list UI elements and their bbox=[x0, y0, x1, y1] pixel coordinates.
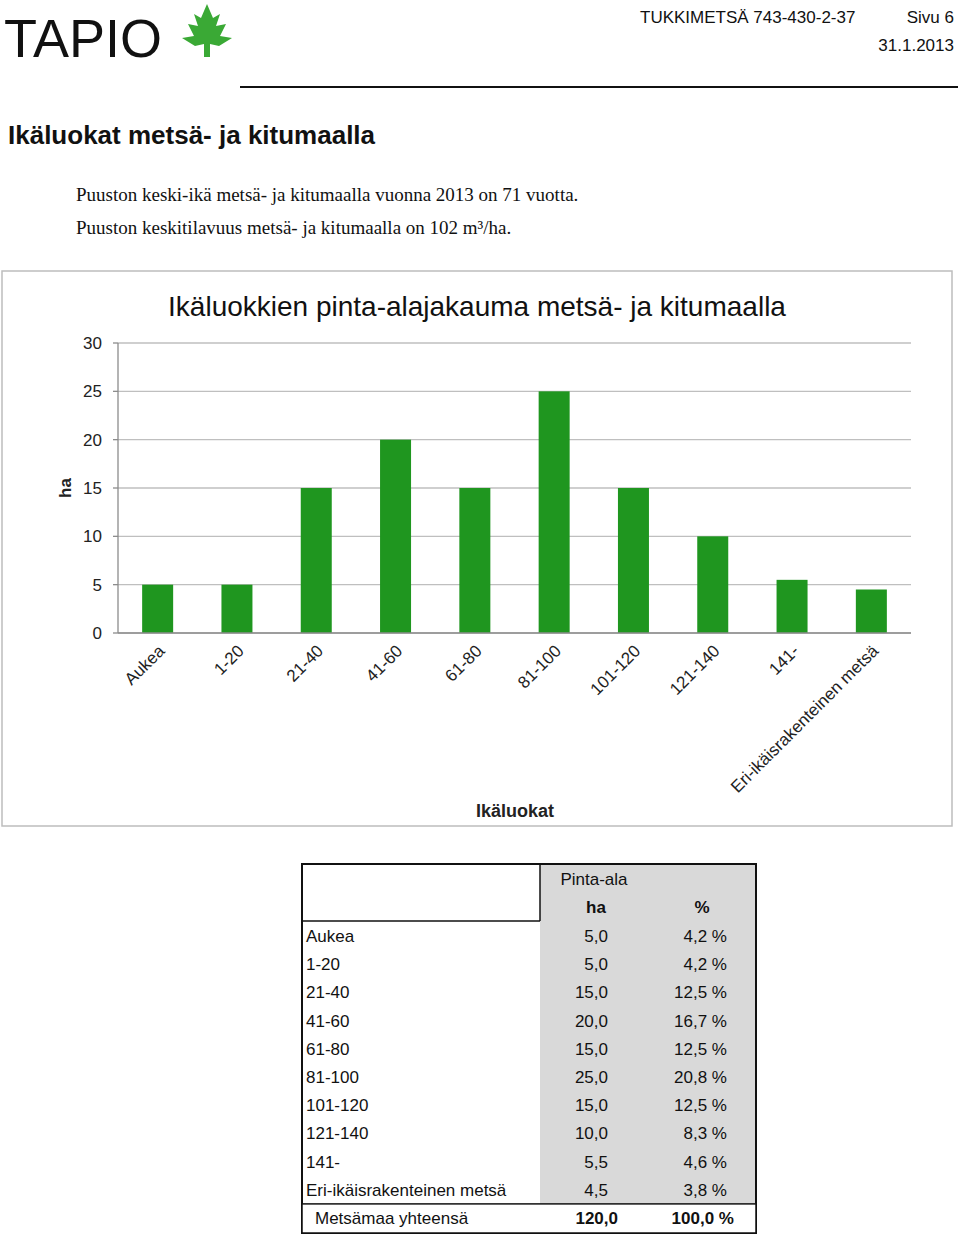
table-column-header: % bbox=[694, 898, 709, 917]
x-axis bbox=[118, 632, 911, 633]
y-tick-label: 25 bbox=[83, 382, 102, 401]
x-tick-label: 101-120 bbox=[587, 641, 645, 699]
y-tick bbox=[113, 487, 118, 488]
table-cell: 3,8 % bbox=[684, 1181, 727, 1200]
table-row-label: 81-100 bbox=[306, 1068, 359, 1087]
grid-line bbox=[118, 487, 911, 488]
y-tick bbox=[113, 584, 118, 585]
y-axis bbox=[117, 343, 118, 633]
bar bbox=[380, 440, 411, 633]
table-cell: 5,5 bbox=[584, 1153, 608, 1172]
x-tick-label: 81-100 bbox=[514, 641, 565, 692]
note: Puuston keski-ikä metsä- ja kitumaalla v… bbox=[76, 184, 578, 205]
table-cell: 12,5 % bbox=[674, 983, 727, 1002]
table-group-header: Pinta-ala bbox=[560, 870, 628, 889]
table-cell: 4,6 % bbox=[684, 1153, 727, 1172]
chart-frame bbox=[2, 271, 952, 826]
grid-line bbox=[118, 342, 911, 343]
header-rule bbox=[240, 86, 958, 88]
table-cell: 4,2 % bbox=[684, 955, 727, 974]
table-row-label: Aukea bbox=[306, 927, 355, 946]
x-tick-label: 141- bbox=[765, 641, 802, 678]
table-header-rule bbox=[302, 920, 540, 922]
x-tick-label: 41-60 bbox=[362, 641, 406, 685]
bar bbox=[618, 488, 649, 633]
x-tick-label: 121-140 bbox=[666, 641, 724, 699]
table-cell: 25,0 bbox=[575, 1068, 608, 1087]
page: TAPIO TUKKIMETSÄ 743-430-2-37 Sivu 6 31.1.2… bbox=[0, 0, 960, 1234]
table-total-cell: 120,0 bbox=[575, 1209, 618, 1228]
table-cell: 5,0 bbox=[584, 927, 608, 946]
bar bbox=[459, 488, 490, 633]
table-cell: 12,5 % bbox=[674, 1040, 727, 1059]
table-shade bbox=[540, 864, 756, 1204]
y-tick bbox=[113, 439, 118, 440]
y-tick bbox=[113, 342, 118, 343]
y-tick-label: 30 bbox=[83, 334, 102, 353]
table-total-label: Metsämaa yhteensä bbox=[315, 1209, 469, 1228]
y-tick-label: 10 bbox=[83, 527, 102, 546]
bar bbox=[142, 585, 173, 633]
y-axis-label: ha bbox=[56, 478, 75, 498]
y-tick-label: 15 bbox=[83, 479, 102, 498]
table-frame bbox=[302, 864, 756, 1233]
table-header-rule bbox=[539, 864, 541, 921]
y-tick bbox=[113, 632, 118, 633]
y-tick bbox=[113, 536, 118, 537]
table-row-label: Eri-ikäisrakenteinen metsä bbox=[306, 1181, 507, 1200]
y-tick-label: 5 bbox=[93, 576, 102, 595]
table-cell: 15,0 bbox=[575, 1040, 608, 1059]
grid-line bbox=[118, 391, 911, 392]
document-id: TUKKIMETSÄ 743-430-2-37 bbox=[640, 8, 855, 27]
table-row-label: 21-40 bbox=[306, 983, 349, 1002]
grid-line bbox=[118, 536, 911, 537]
table-cell: 4,2 % bbox=[684, 927, 727, 946]
grid-line bbox=[118, 632, 911, 633]
table-column-header: ha bbox=[586, 898, 606, 917]
x-tick-label: 21-40 bbox=[283, 641, 327, 685]
y-tick-label: 20 bbox=[83, 431, 102, 450]
table-row-label: 61-80 bbox=[306, 1040, 349, 1059]
bar bbox=[777, 580, 808, 633]
table-cell: 16,7 % bbox=[674, 1012, 727, 1031]
y-tick-label: 0 bbox=[93, 624, 102, 643]
table-cell: 8,3 % bbox=[684, 1124, 727, 1143]
bars bbox=[142, 391, 887, 633]
table-cell: 12,5 % bbox=[674, 1096, 727, 1115]
grid-line bbox=[118, 439, 911, 440]
table-total-box bbox=[302, 1204, 756, 1233]
y-tick bbox=[113, 391, 118, 392]
bar bbox=[697, 536, 728, 633]
logo-icon bbox=[182, 4, 232, 57]
table-cell: 15,0 bbox=[575, 1096, 608, 1115]
table-row-label: 41-60 bbox=[306, 1012, 349, 1031]
page-number: Sivu 6 bbox=[907, 8, 954, 27]
table-row-label: 141- bbox=[306, 1153, 340, 1172]
chart-title: Ikäluokkien pinta-alajakauma metsä- ja k… bbox=[168, 291, 786, 322]
bar bbox=[539, 391, 570, 633]
table-cell: 15,0 bbox=[575, 983, 608, 1002]
date: 31.1.2013 bbox=[878, 36, 954, 55]
x-tick-label: Eri-ikäisrakenteinen metsä bbox=[727, 641, 882, 796]
table-row-label: 1-20 bbox=[306, 955, 340, 974]
x-tick-label: 1-20 bbox=[210, 641, 247, 678]
table-row-label: 121-140 bbox=[306, 1124, 368, 1143]
note: Puuston keskitilavuus metsä- ja kitumaal… bbox=[76, 217, 511, 238]
table-cell: 20,8 % bbox=[674, 1068, 727, 1087]
table-cell: 5,0 bbox=[584, 955, 608, 974]
logo-tree bbox=[182, 4, 232, 57]
table-cell: 10,0 bbox=[575, 1124, 608, 1143]
logo-text: TAPIO bbox=[4, 8, 162, 68]
table-cell: 20,0 bbox=[575, 1012, 608, 1031]
bar bbox=[856, 590, 887, 634]
x-tick-label: Aukea bbox=[121, 641, 169, 689]
table-total-cell: 100,0 % bbox=[672, 1209, 734, 1228]
table-row-label: 101-120 bbox=[306, 1096, 368, 1115]
x-axis-label: Ikäluokat bbox=[476, 801, 554, 821]
table-cell: 4,5 bbox=[584, 1181, 608, 1200]
bar bbox=[221, 585, 252, 633]
bar bbox=[301, 488, 332, 633]
x-tick-label: 61-80 bbox=[441, 641, 485, 685]
heading: Ikäluokat metsä- ja kitumaalla bbox=[8, 120, 376, 150]
